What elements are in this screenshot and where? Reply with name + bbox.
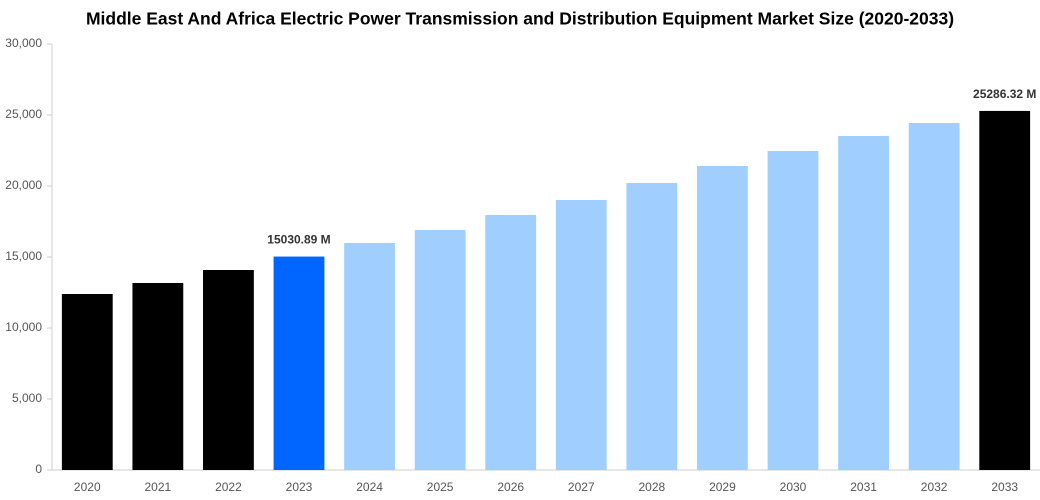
bar xyxy=(61,294,113,470)
x-tick-label: 2027 xyxy=(568,480,595,494)
value-label: 15030.89 M xyxy=(267,233,330,247)
bar xyxy=(838,136,889,470)
x-tick-label: 2024 xyxy=(356,480,383,494)
bar xyxy=(979,110,1031,470)
bar xyxy=(767,150,819,470)
bar xyxy=(132,283,184,470)
y-tick-label: 15,000 xyxy=(5,249,42,263)
y-tick-label: 5,000 xyxy=(12,391,42,405)
bar xyxy=(908,122,960,470)
x-tick-label: 2029 xyxy=(709,480,736,494)
bar xyxy=(273,256,325,470)
x-tick-label: 2021 xyxy=(145,480,172,494)
chart-title: Middle East And Africa Electric Power Tr… xyxy=(86,9,954,29)
x-tick-label: 2032 xyxy=(921,480,948,494)
y-tick-label: 25,000 xyxy=(5,107,42,121)
y-tick-label: 10,000 xyxy=(5,320,42,334)
bar xyxy=(697,166,748,470)
x-tick-label: 2022 xyxy=(215,480,242,494)
x-tick-label: 2031 xyxy=(850,480,877,494)
x-tick-label: 2026 xyxy=(497,480,524,494)
x-tick-label: 2033 xyxy=(991,480,1018,494)
bar xyxy=(344,242,395,470)
x-tick-label: 2030 xyxy=(780,480,807,494)
bar xyxy=(203,269,254,470)
x-tick-label: 2028 xyxy=(639,480,666,494)
value-label: 25286.32 M xyxy=(973,87,1036,101)
y-tick-label: 0 xyxy=(35,462,42,476)
bar xyxy=(485,214,537,470)
x-tick-label: 2023 xyxy=(286,480,313,494)
bar xyxy=(626,183,678,471)
bar xyxy=(555,200,607,470)
y-tick-label: 20,000 xyxy=(5,178,42,192)
x-tick-label: 2025 xyxy=(427,480,454,494)
y-tick-label: 30,000 xyxy=(5,36,42,50)
x-tick-label: 2020 xyxy=(74,480,101,494)
bar xyxy=(414,230,466,470)
